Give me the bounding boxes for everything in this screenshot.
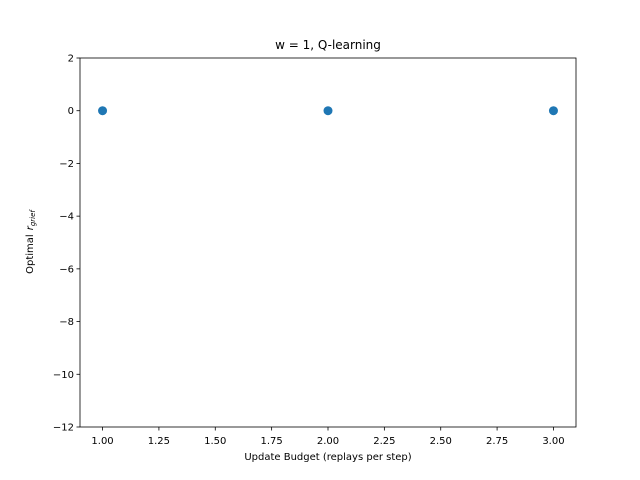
data-point — [98, 106, 108, 116]
y-axis: 2 0 −2 −4 −6 −8 −10 −12 — [53, 54, 80, 434]
x-tick-label: 1.00 — [91, 436, 113, 447]
x-tick-label: 1.50 — [204, 436, 226, 447]
data-point — [323, 106, 333, 116]
y-tick-label: −2 — [59, 159, 74, 170]
y-axis-label-subscript: grief — [29, 209, 37, 227]
x-axis: 1.00 1.25 1.50 1.75 2.00 2.25 2.50 2.75 3.00 — [91, 427, 565, 447]
data-points — [98, 106, 558, 116]
x-tick-label: 2.25 — [373, 436, 395, 447]
y-axis-label: Optimal rgrief — [25, 209, 37, 274]
x-tick-label: 2.75 — [486, 436, 508, 447]
y-tick-label: 0 — [68, 106, 74, 117]
x-tick-label: 1.75 — [261, 436, 283, 447]
y-axis-label-text: Optimal — [25, 234, 36, 274]
y-tick-label: 2 — [68, 54, 74, 65]
y-tick-label: −4 — [59, 212, 74, 223]
y-axis-label-symbol: r — [25, 225, 36, 230]
x-tick-label: 2.00 — [317, 436, 339, 447]
chart-title: w = 1, Q-learning — [275, 38, 381, 52]
y-tick-label: −10 — [53, 370, 74, 381]
x-axis-label: Update Budget (replays per step) — [244, 452, 411, 463]
y-tick-label: −12 — [53, 423, 74, 434]
x-tick-label: 2.50 — [430, 436, 452, 447]
x-tick-label: 3.00 — [542, 436, 564, 447]
x-tick-label: 1.25 — [148, 436, 170, 447]
y-tick-label: −6 — [59, 264, 74, 275]
y-tick-label: −8 — [59, 317, 74, 328]
data-point — [548, 106, 558, 116]
